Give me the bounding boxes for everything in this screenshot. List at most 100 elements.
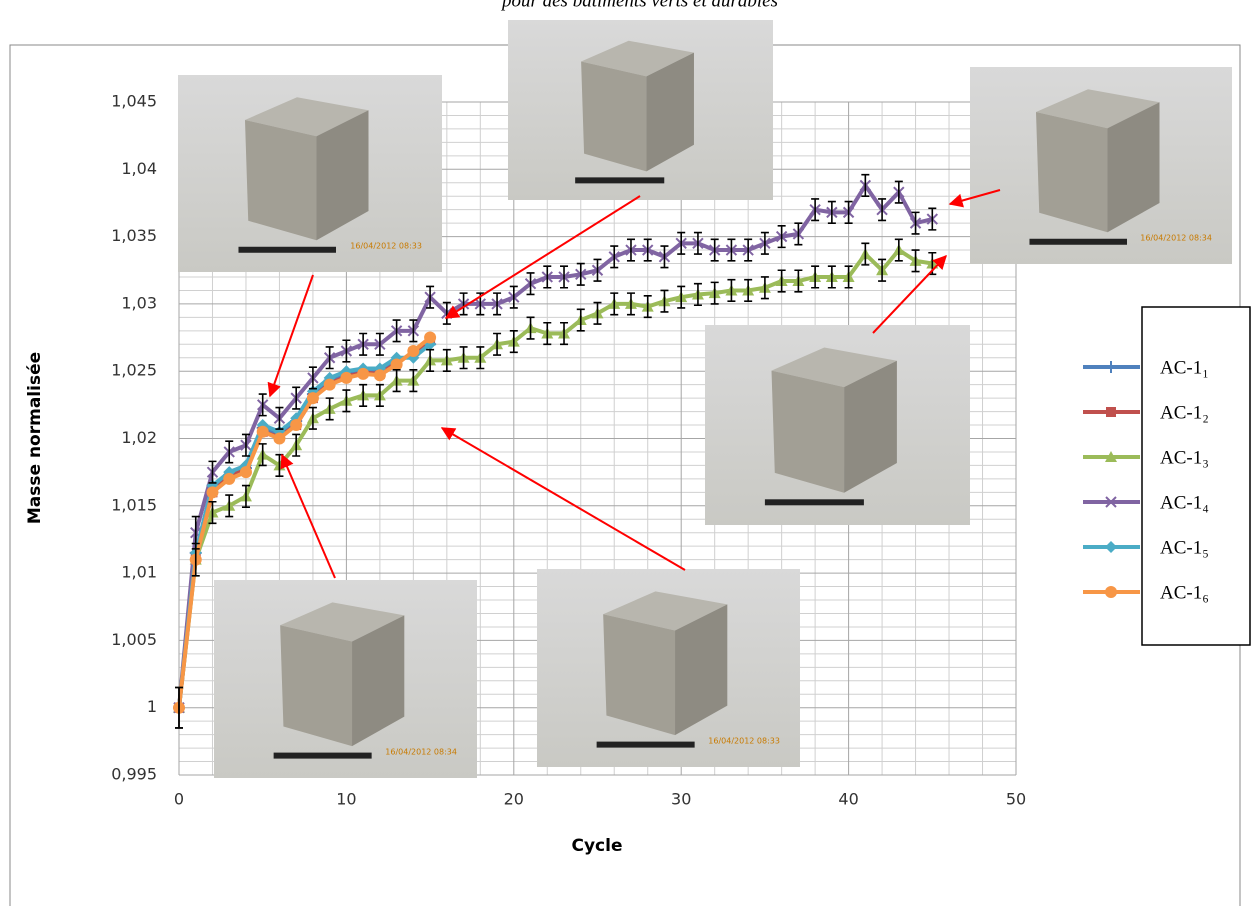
y-tick-label: 1,04 xyxy=(121,159,157,178)
photo-caption: 16/04/2012 08:33 xyxy=(350,242,422,251)
legend-label: AC-1₁ xyxy=(1160,357,1209,378)
y-tick-label: 1,005 xyxy=(111,630,157,649)
y-tick-label: 1,015 xyxy=(111,495,157,514)
point xyxy=(390,358,403,371)
error-bar xyxy=(777,225,786,249)
error-bar xyxy=(191,515,200,550)
series-line xyxy=(177,342,432,708)
error-bar xyxy=(861,242,870,266)
error-bar xyxy=(727,278,736,303)
error-bar xyxy=(660,289,669,313)
point xyxy=(223,472,236,485)
point xyxy=(373,369,386,382)
x-tick-label: 20 xyxy=(504,790,524,809)
cube-top xyxy=(280,602,405,642)
point xyxy=(357,367,370,380)
error-bar xyxy=(643,238,652,262)
y-axis-label: Masse normalisée xyxy=(25,352,45,524)
error-bar xyxy=(509,285,518,309)
error-bar xyxy=(610,292,619,316)
arrow xyxy=(440,427,686,571)
x-tick-label: 50 xyxy=(1006,790,1026,809)
point xyxy=(1105,451,1117,462)
error-bar xyxy=(626,238,635,262)
photo: 16/04/2012 08:34 xyxy=(970,67,1232,264)
scale-bar xyxy=(575,177,665,184)
y-tick-label: 0,995 xyxy=(111,765,157,784)
point xyxy=(1106,407,1116,417)
cube-top xyxy=(581,40,694,77)
photo-caption: 16/04/2012 08:33 xyxy=(708,737,780,746)
error-bar xyxy=(660,245,669,269)
y-tick-label: 1,035 xyxy=(111,226,157,245)
error-bar xyxy=(392,369,401,393)
error-bar xyxy=(426,348,435,372)
error-bar xyxy=(643,295,652,319)
error-bar xyxy=(241,484,250,508)
x-tick-label: 30 xyxy=(671,790,691,809)
error-bar xyxy=(760,276,769,300)
error-bar xyxy=(744,278,753,303)
error-bar xyxy=(811,265,820,289)
header-text: pour des bâtiments verts et durables xyxy=(500,0,778,11)
error-bar xyxy=(342,389,351,413)
x-tick-label: 40 xyxy=(838,790,858,809)
error-bar xyxy=(526,272,535,296)
error-bar xyxy=(878,198,887,222)
error-bar xyxy=(526,316,535,340)
error-bar xyxy=(710,281,719,305)
point xyxy=(1105,496,1117,508)
error-bar xyxy=(208,500,217,525)
photo-caption: 16/04/2012 08:34 xyxy=(1140,234,1212,243)
cube-left xyxy=(244,119,317,241)
error-bar xyxy=(225,440,234,464)
error-bar xyxy=(894,238,903,262)
error-bar xyxy=(208,460,217,484)
error-bar xyxy=(827,265,836,289)
y-tick-label: 1,025 xyxy=(111,361,157,380)
error-bar xyxy=(308,406,317,430)
error-bar xyxy=(710,238,719,262)
photo xyxy=(508,20,773,200)
point xyxy=(1105,586,1117,598)
y-tick-label: 1,02 xyxy=(121,428,157,447)
error-bar xyxy=(626,292,635,316)
legend-label: AC-1₄ xyxy=(1160,492,1209,513)
error-bar xyxy=(911,211,920,235)
error-bar xyxy=(275,406,284,430)
error-bar xyxy=(426,285,435,309)
cube-left xyxy=(581,61,647,172)
error-bar xyxy=(610,245,619,269)
point xyxy=(306,392,319,405)
error-bar xyxy=(476,346,485,370)
error-bar xyxy=(442,348,451,372)
error-bar xyxy=(593,301,602,325)
series-line xyxy=(177,183,933,708)
arrow xyxy=(948,189,1001,208)
error-bar xyxy=(258,443,267,467)
error-bar xyxy=(292,386,301,410)
point xyxy=(273,432,286,445)
error-bar xyxy=(844,265,853,289)
point xyxy=(256,425,269,438)
error-bar xyxy=(878,258,887,282)
scale-bar xyxy=(1029,238,1128,245)
legend-box xyxy=(1141,306,1251,646)
error-bar xyxy=(258,393,267,417)
error-bar xyxy=(760,231,769,255)
error-bar xyxy=(794,222,803,246)
point xyxy=(340,371,353,384)
error-bar xyxy=(509,330,518,354)
error-bar xyxy=(409,369,418,393)
error-bar xyxy=(677,231,686,255)
error-bar xyxy=(593,258,602,282)
error-bar xyxy=(911,249,920,273)
error-bar xyxy=(576,308,585,332)
cube-left xyxy=(771,370,845,493)
point xyxy=(407,345,420,358)
point xyxy=(424,331,437,344)
point xyxy=(239,466,252,479)
cube-right xyxy=(844,360,897,493)
error-bar xyxy=(827,200,836,224)
